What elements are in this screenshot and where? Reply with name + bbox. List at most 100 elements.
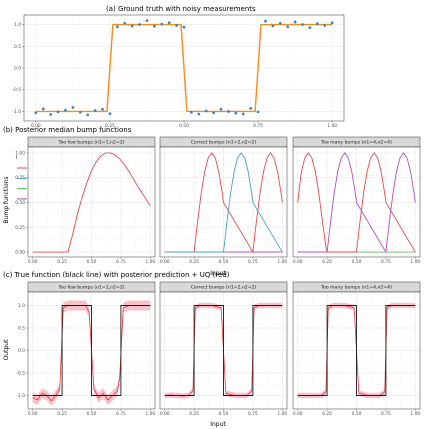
data-point xyxy=(56,110,60,114)
data-point xyxy=(212,111,216,115)
data-point xyxy=(182,25,186,29)
data-point xyxy=(145,19,149,23)
b1-panel: 0.000.250.500.751.000.000.250.500.751.00 xyxy=(15,146,155,265)
data-point xyxy=(293,20,297,24)
c1-x-tick-label: 0.25 xyxy=(57,411,67,417)
strip-label-c3: Too many bumps (n1=4,n2=4) xyxy=(320,285,392,291)
b1-x-tick-label: 1.00 xyxy=(145,259,155,265)
ylabel-b: Bump functions xyxy=(3,176,10,223)
b3-panel: 0.00 0.25 0.50 0.75 1.00 xyxy=(292,146,420,265)
data-point xyxy=(204,109,208,113)
b2-x-tick-label: 0.00 xyxy=(160,259,170,265)
b1-y-tick-label: 0.00 xyxy=(15,250,25,256)
c1-x-tick-label: 0.75 xyxy=(116,411,126,417)
strip-label-b1: Too few bumps (n1=1,n2=2) xyxy=(57,140,124,146)
data-point xyxy=(227,110,230,113)
c3-x-tick-label: 0.25 xyxy=(322,411,332,417)
data-point xyxy=(175,24,178,27)
title-c: (c) True function (black line) with post… xyxy=(3,271,230,279)
data-point xyxy=(308,26,312,29)
a-y-tick-label: 1.0 xyxy=(14,22,21,28)
b1-x-tick-label: 0.00 xyxy=(28,259,38,265)
a-y-tick-label: 0.5 xyxy=(14,44,21,50)
bump-line-1 xyxy=(164,152,283,254)
c1-y-tick-label: 1.0 xyxy=(18,303,25,309)
a-y-tick-label: -0.5 xyxy=(12,87,21,93)
data-point xyxy=(64,108,67,112)
data-point xyxy=(167,21,171,25)
c1-y-tick-label: -1.0 xyxy=(16,393,25,399)
c2-x-tick-label: 0.25 xyxy=(189,411,199,417)
data-point xyxy=(323,24,327,27)
b2-panel: 0.00 0.25 0.50 0.75 1.00 xyxy=(159,146,287,265)
truth-line-black xyxy=(32,305,151,396)
c2-panel: 0.00 0.25 0.50 0.75 1.00 xyxy=(159,291,287,417)
data-point xyxy=(197,112,201,116)
c1-x-tick-label: 1.00 xyxy=(145,411,155,417)
b2-x-tick-label: 0.75 xyxy=(248,259,258,265)
bump-line-1 xyxy=(32,152,151,253)
data-point xyxy=(78,110,82,114)
c2-x-tick-label: 1.00 xyxy=(277,411,287,417)
c1-y-tick-label: -0.5 xyxy=(16,371,25,377)
ylabel-c: Output xyxy=(3,339,10,360)
data-point xyxy=(241,112,245,116)
truth-line-black xyxy=(297,305,416,396)
b3-x-tick-label: 0.25 xyxy=(322,259,332,265)
data-point xyxy=(49,113,53,116)
c3-x-tick-label: 0.00 xyxy=(293,411,303,417)
data-point xyxy=(86,113,90,117)
b1-x-tick-label: 0.50 xyxy=(87,259,97,265)
b3-x-tick-label: 1.00 xyxy=(410,259,420,265)
b1-y-tick-label: 0.50 xyxy=(15,200,25,206)
data-point xyxy=(152,24,156,28)
c2-x-tick-label: 0.75 xyxy=(248,411,258,417)
data-point xyxy=(219,107,223,111)
data-point xyxy=(160,22,164,26)
c3-x-tick-label: 0.75 xyxy=(381,411,391,417)
a-panel: 0.00 0.25 0.50 0.75 1.00 -1.0 -0.5 0.0 0.5 1.0 xyxy=(12,14,345,129)
data-point xyxy=(256,110,260,114)
strip-label-b2: Correct bumps (n1=2,n2=2) xyxy=(191,140,257,146)
c1-x-tick-label: 0.00 xyxy=(28,411,38,417)
strip-label-c2: Correct bumps (n1=2,n2=2) xyxy=(191,285,257,291)
data-point xyxy=(315,22,319,26)
c3-x-tick-label: 0.50 xyxy=(352,411,362,417)
b2-x-tick-label: 0.25 xyxy=(189,259,199,265)
xlabel-b: Input xyxy=(210,270,226,277)
data-point xyxy=(234,111,238,115)
b1-x-tick-label: 0.25 xyxy=(57,259,67,265)
a-y-tick-label: -1.0 xyxy=(12,109,21,115)
c1-y-tick-label: 0.0 xyxy=(18,348,25,354)
title-b: (b) Posterior median bump functions xyxy=(3,126,132,134)
prediction-line xyxy=(32,305,151,402)
a-x-tick-label: 0.25 xyxy=(105,123,115,129)
b2-x-tick-label: 1.00 xyxy=(277,259,287,265)
a-x-tick-label: 0.50 xyxy=(179,123,189,129)
bump-line-2 xyxy=(164,152,283,253)
a-y-tick-label: 0.0 xyxy=(14,66,21,72)
b3-x-tick-label: 0.00 xyxy=(293,259,303,265)
b3-x-tick-label: 0.50 xyxy=(352,259,362,265)
a-x-tick-label: 1.00 xyxy=(327,123,337,129)
a-x-tick-label: 0.75 xyxy=(253,123,263,129)
c3-x-tick-label: 1.00 xyxy=(410,411,420,417)
c2-x-tick-label: 0.50 xyxy=(219,411,229,417)
strip-label-c1: Too few bumps (n1=1,n2=2) xyxy=(57,285,124,291)
legend-title: i xyxy=(16,155,17,161)
b1-y-tick-label: 1.00 xyxy=(15,150,25,156)
a-x-tick-label: 0.00 xyxy=(31,123,41,129)
data-point xyxy=(115,25,119,29)
b1-x-tick-label: 0.75 xyxy=(116,259,126,265)
c1-y-tick-label: 0.5 xyxy=(18,326,25,332)
c1-panel: 0.00 0.25 0.50 0.75 1.00 -1.0 -0.5 0.0 0.5 1.0 xyxy=(16,291,155,417)
truth-line-black xyxy=(164,305,283,396)
data-point xyxy=(123,21,127,25)
data-point xyxy=(278,21,282,25)
title-a: (a) Ground truth with noisy measurements xyxy=(106,5,256,13)
data-point xyxy=(264,19,267,23)
data-point xyxy=(301,23,304,26)
b3-x-tick-label: 0.75 xyxy=(381,259,391,265)
b1-y-tick-label: 0.25 xyxy=(15,225,25,231)
